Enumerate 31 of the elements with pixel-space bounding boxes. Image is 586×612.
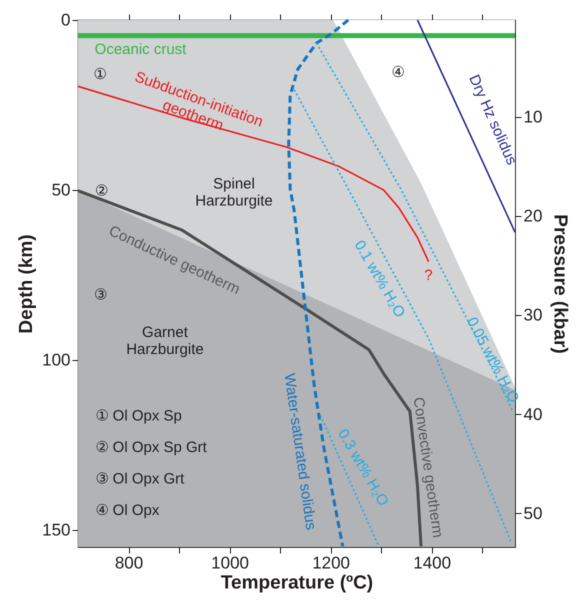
y2-tick-label: 50 bbox=[524, 504, 542, 523]
y-tick-label: 100 bbox=[42, 350, 70, 370]
annotation: ② bbox=[95, 182, 108, 200]
y-tick-label: 150 bbox=[42, 520, 70, 540]
y-axis-title: Depth (km) bbox=[16, 234, 38, 334]
annotation: Oceanic crust bbox=[94, 40, 188, 58]
annotation: ④ Ol Opx bbox=[95, 502, 160, 520]
x-tick-label: 1400 bbox=[413, 554, 452, 572]
annotation: ② Ol Opx Sp Grt bbox=[95, 438, 208, 456]
x-axis-title: Temperature (ºC) bbox=[220, 572, 374, 594]
y-tick-label: 0 bbox=[61, 10, 70, 30]
y-tick-label: 50 bbox=[52, 180, 70, 200]
annotation: ? bbox=[424, 267, 433, 284]
y2-tick-label: 20 bbox=[524, 206, 542, 226]
annotation: Convective geotherm bbox=[410, 396, 446, 539]
y2-tick-label: 30 bbox=[524, 306, 542, 325]
annotation: ① Ol Opx Sp bbox=[95, 407, 182, 424]
x-tick-label: 1000 bbox=[211, 554, 249, 572]
annotation: Water-saturated solidus bbox=[280, 372, 320, 532]
annotation: ④ bbox=[391, 64, 404, 82]
y2-axis-title: Pressure (kbar) bbox=[549, 214, 570, 354]
annotation: ③ bbox=[94, 286, 108, 304]
annotation: ③ Ol Opx Grt bbox=[95, 470, 186, 488]
annotation: Spinel Harzburgite bbox=[195, 175, 273, 210]
annotation: Dry Hz solidus bbox=[465, 72, 520, 168]
x-tick-label: 1200 bbox=[312, 554, 350, 572]
y2-tick-label: 40 bbox=[524, 404, 542, 424]
annotation: ① bbox=[93, 66, 106, 83]
x-tick-label: 800 bbox=[114, 554, 144, 572]
annotation: Garnet Harzburgite bbox=[126, 324, 204, 358]
y2-tick-label: 10 bbox=[524, 108, 542, 127]
